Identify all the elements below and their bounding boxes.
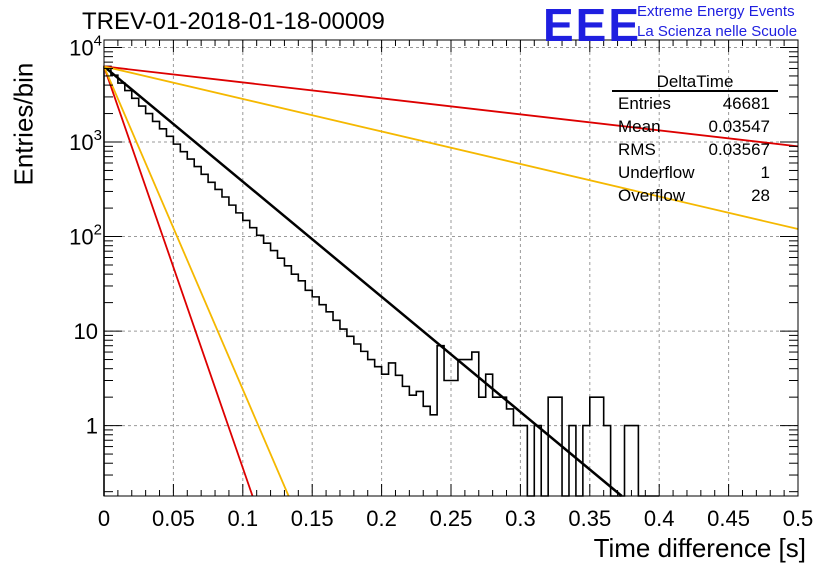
x-tick-label: 0.2 bbox=[366, 506, 397, 531]
stat-value: 0.03547 bbox=[708, 117, 770, 136]
stat-value: 1 bbox=[760, 163, 770, 182]
stat-value: 0.03567 bbox=[708, 140, 770, 159]
x-tick-label: 0.25 bbox=[430, 506, 473, 531]
y-axis: 1 10 102 103 104 bbox=[69, 32, 798, 493]
x-tick-label: 0.5 bbox=[783, 506, 814, 531]
logo-line-2: La Scienza nelle Scuole bbox=[637, 23, 798, 40]
y-axis-title: Entries/bin bbox=[8, 62, 39, 186]
x-tick-label: 0.45 bbox=[707, 506, 750, 531]
x-tick-label: 0.05 bbox=[152, 506, 195, 531]
x-tick-label: 0 bbox=[98, 506, 110, 531]
x-axis: 0 0.05 0.1 0.15 0.2 0.25 0.3 0.35 0.4 0.45 0.5 bbox=[98, 40, 813, 531]
y-tick-label: 102 bbox=[69, 222, 102, 250]
stat-label: Entries bbox=[618, 94, 671, 113]
x-tick-label: 0.15 bbox=[291, 506, 334, 531]
fit-curves bbox=[103, 65, 799, 497]
y-tick-label: 103 bbox=[69, 127, 102, 155]
stat-value: 28 bbox=[751, 186, 770, 205]
stat-label: Underflow bbox=[618, 163, 695, 182]
stat-value: 46681 bbox=[722, 94, 770, 113]
stat-label: Overflow bbox=[618, 186, 686, 205]
fit-line bbox=[103, 65, 799, 230]
logo-line-1: Extreme Energy Events bbox=[637, 3, 795, 20]
y-tick-label: 10 bbox=[74, 319, 98, 344]
x-tick-label: 0.1 bbox=[228, 506, 259, 531]
x-tick-label: 0.3 bbox=[505, 506, 536, 531]
stats-title: DeltaTime bbox=[656, 72, 734, 91]
chart-grid bbox=[104, 40, 798, 496]
histogram bbox=[103, 65, 660, 497]
chart-title: TREV-01-2018-01-18-00009 bbox=[82, 8, 385, 35]
x-tick-label: 0.4 bbox=[644, 506, 675, 531]
x-tick-label: 0.35 bbox=[568, 506, 611, 531]
fit-line bbox=[103, 65, 799, 148]
y-tick-label: 104 bbox=[69, 32, 102, 60]
stat-label: Mean bbox=[618, 117, 661, 136]
fit-line bbox=[103, 65, 623, 497]
fit-line bbox=[103, 66, 290, 497]
stat-label: RMS bbox=[618, 140, 656, 159]
y-tick-label: 1 bbox=[86, 414, 98, 439]
fit-line bbox=[103, 66, 254, 497]
eee-logo: EEE bbox=[543, 0, 642, 51]
histogram-outline bbox=[103, 65, 660, 497]
x-axis-title: Time difference [s] bbox=[593, 533, 806, 563]
